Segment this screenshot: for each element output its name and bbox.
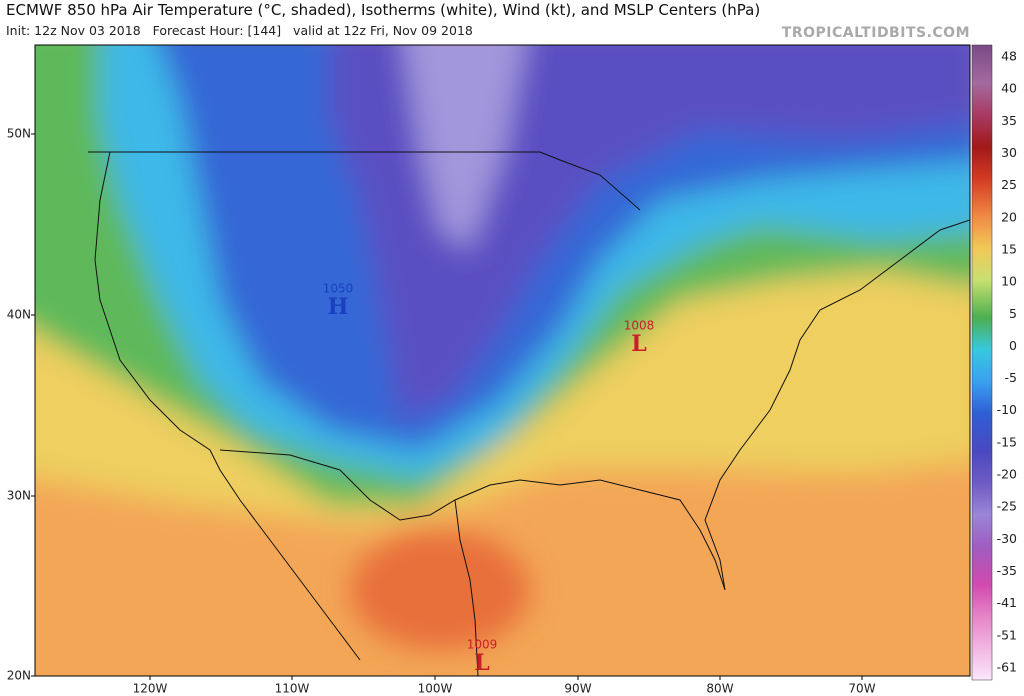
colorbar-label: 20 (1001, 209, 1017, 224)
colorbar-label: -15 (997, 434, 1017, 449)
colorbar-label: 35 (1001, 113, 1017, 128)
colorbar-label: -5 (1005, 370, 1017, 385)
colorbar-label: -30 (997, 531, 1017, 546)
source-label: TROPICALTIDBITS.COM (782, 25, 970, 41)
colorbar-label: 10 (1001, 274, 1017, 289)
colorbar-label: 30 (1001, 145, 1017, 160)
pressure-value: 1009 (467, 638, 498, 652)
colorbar-label: 15 (1001, 241, 1017, 256)
map-frame (34, 44, 971, 677)
pressure-letter: L (631, 331, 646, 357)
pressure-letter: H (328, 294, 349, 320)
longitude-label: 80W (706, 682, 733, 696)
colorbar-label: -20 (997, 467, 1017, 482)
colorbar (971, 44, 993, 681)
us-canada-border (88, 151, 641, 211)
mexico-coast (454, 499, 479, 676)
colorbar-label: 25 (1001, 177, 1017, 192)
warm-core (350, 530, 530, 650)
longitude-label: 110W (275, 682, 310, 696)
colorbar-label: 0 (1009, 338, 1017, 353)
colorbar-label: 5 (1009, 306, 1017, 321)
pressure-value: 1050 (323, 282, 354, 296)
west-coast (94, 151, 361, 661)
geography (88, 151, 970, 676)
latitude-label: 20N (7, 669, 31, 683)
pressure-letter: L (474, 650, 489, 676)
latitude-label: 30N (7, 489, 31, 503)
colorbar-label: -25 (997, 499, 1017, 514)
colorbar-label: -41 (997, 595, 1017, 610)
colorbar-label: -61 (997, 660, 1017, 675)
latitude-label: 50N (7, 127, 31, 141)
labels: 484035302520151050-5-10-15-20-25-30-35-4… (7, 49, 1017, 696)
colorbar-label: -10 (997, 402, 1017, 417)
colorbar-label: -51 (997, 627, 1017, 642)
longitude-label: 100W (418, 682, 453, 696)
colorbar-label: 48 (1001, 49, 1017, 64)
map-subtitle: Init: 12z Nov 03 2018 Forecast Hour: [14… (6, 23, 473, 38)
longitude-label: 90W (564, 682, 591, 696)
gulf-atlantic-coast (219, 219, 970, 591)
pressure-value: 1008 (624, 319, 655, 333)
colorbar-label: 40 (1001, 81, 1017, 96)
longitude-label: 70W (848, 682, 875, 696)
lavender-core (403, 45, 526, 250)
field-shading (35, 45, 970, 650)
temperature-field (35, 45, 970, 676)
latitude-label: 40N (7, 308, 31, 322)
map-title: ECMWF 850 hPa Air Temperature (°C, shade… (6, 1, 760, 19)
colorbar-label: -35 (997, 563, 1017, 578)
longitude-label: 120W (133, 682, 168, 696)
